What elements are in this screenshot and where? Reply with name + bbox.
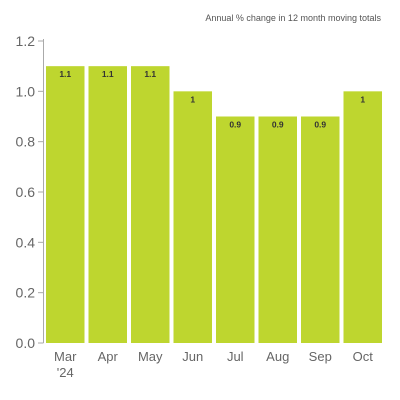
data-label: 1.1 xyxy=(102,69,114,79)
y-tick-label: 0.8 xyxy=(16,134,36,150)
y-tick-label: 0.4 xyxy=(16,234,36,250)
bar xyxy=(301,116,340,343)
x-tick-label: Mar '24 xyxy=(54,349,77,380)
data-label: 1 xyxy=(360,94,365,104)
data-label: 0.9 xyxy=(314,120,326,130)
x-tick-label: Jul xyxy=(227,349,244,364)
x-tick-label: Apr xyxy=(98,349,119,364)
chart-subtitle: Annual % change in 12 month moving total… xyxy=(205,13,381,23)
data-labels: 1.1 1.1 1.1 1 0.9 0.9 0.9 1 xyxy=(59,69,365,129)
x-axis: Mar '24 Apr May Jun Jul Aug Sep Oct xyxy=(54,349,373,380)
x-tick-label: Jun xyxy=(182,349,203,364)
bar xyxy=(88,66,127,344)
y-tick-label: 1.0 xyxy=(16,83,36,99)
bar xyxy=(173,91,212,343)
data-label: 0.9 xyxy=(229,120,241,130)
x-tick-label: May xyxy=(138,349,163,364)
bar xyxy=(216,116,255,343)
bar xyxy=(131,66,170,344)
data-label: 0.9 xyxy=(272,120,284,130)
x-tick-label: Oct xyxy=(353,349,374,364)
y-axis: 0.0 0.2 0.4 0.6 0.8 1.0 1.2 xyxy=(16,33,44,351)
bars xyxy=(46,66,382,344)
y-tick-label: 0.0 xyxy=(16,335,36,351)
x-tick-label: Sep xyxy=(309,349,332,364)
data-label: 1.1 xyxy=(144,69,156,79)
bar xyxy=(46,66,85,344)
x-tick-label: Aug xyxy=(266,349,289,364)
bar xyxy=(258,116,297,343)
bar xyxy=(343,91,382,343)
data-label: 1 xyxy=(190,94,195,104)
y-tick-label: 0.2 xyxy=(16,285,36,301)
data-label: 1.1 xyxy=(59,69,71,79)
y-tick-label: 1.2 xyxy=(16,33,36,49)
y-tick-label: 0.6 xyxy=(16,184,36,200)
